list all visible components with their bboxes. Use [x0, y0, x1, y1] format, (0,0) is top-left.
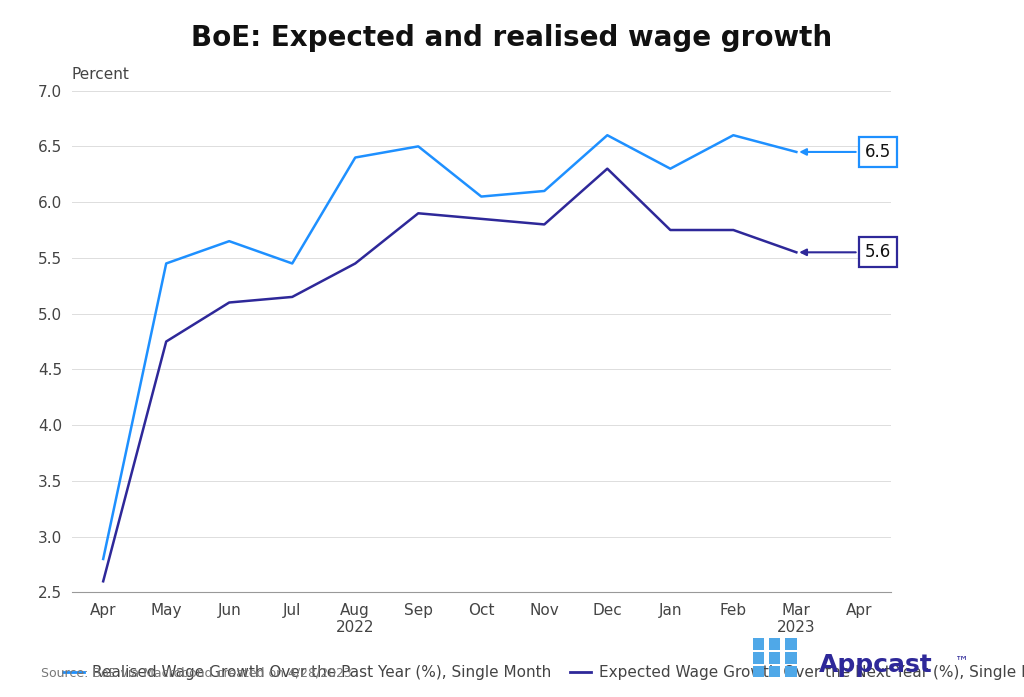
Text: Appcast: Appcast [819, 653, 933, 677]
Expected Wage Growth Over the Next Year (%), Single Month [475, 215, 487, 223]
Expected Wage Growth Over the Next Year (%), Single Month [665, 226, 677, 234]
Realised Wage Growth Over the Past Year (%), Single Month [412, 142, 424, 151]
Realised Wage Growth Over the Past Year (%), Single Month [727, 131, 739, 139]
Text: BoE: Expected and realised wage growth: BoE: Expected and realised wage growth [191, 24, 833, 52]
Realised Wage Growth Over the Past Year (%), Single Month [665, 164, 677, 173]
Realised Wage Growth Over the Past Year (%), Single Month [223, 237, 236, 245]
Text: 6.5: 6.5 [802, 143, 892, 161]
Line: Expected Wage Growth Over the Next Year (%), Single Month: Expected Wage Growth Over the Next Year … [103, 169, 797, 581]
Realised Wage Growth Over the Past Year (%), Single Month [791, 148, 803, 156]
Expected Wage Growth Over the Next Year (%), Single Month [791, 248, 803, 256]
Text: ™: ™ [955, 654, 970, 668]
Expected Wage Growth Over the Next Year (%), Single Month [160, 337, 172, 346]
Text: Source: BoE via Macrobond created on 4/28/2023: Source: BoE via Macrobond created on 4/2… [41, 666, 352, 680]
Realised Wage Growth Over the Past Year (%), Single Month [97, 555, 110, 563]
Text: Percent: Percent [72, 67, 130, 82]
Expected Wage Growth Over the Next Year (%), Single Month [97, 577, 110, 585]
Expected Wage Growth Over the Next Year (%), Single Month [539, 220, 551, 229]
Expected Wage Growth Over the Next Year (%), Single Month [601, 164, 613, 173]
Expected Wage Growth Over the Next Year (%), Single Month [286, 293, 298, 301]
Realised Wage Growth Over the Past Year (%), Single Month [539, 187, 551, 195]
Realised Wage Growth Over the Past Year (%), Single Month [286, 259, 298, 268]
Expected Wage Growth Over the Next Year (%), Single Month [412, 209, 424, 217]
Legend: Realised Wage Growth Over the Past Year (%), Single Month, Expected Wage Growth : Realised Wage Growth Over the Past Year … [62, 666, 1024, 680]
Line: Realised Wage Growth Over the Past Year (%), Single Month: Realised Wage Growth Over the Past Year … [103, 135, 797, 559]
Text: 5.6: 5.6 [802, 243, 892, 261]
Realised Wage Growth Over the Past Year (%), Single Month [160, 259, 172, 268]
Expected Wage Growth Over the Next Year (%), Single Month [223, 298, 236, 307]
Realised Wage Growth Over the Past Year (%), Single Month [601, 131, 613, 139]
Expected Wage Growth Over the Next Year (%), Single Month [349, 259, 361, 268]
Expected Wage Growth Over the Next Year (%), Single Month [727, 226, 739, 234]
Realised Wage Growth Over the Past Year (%), Single Month [349, 153, 361, 162]
Realised Wage Growth Over the Past Year (%), Single Month [475, 192, 487, 201]
